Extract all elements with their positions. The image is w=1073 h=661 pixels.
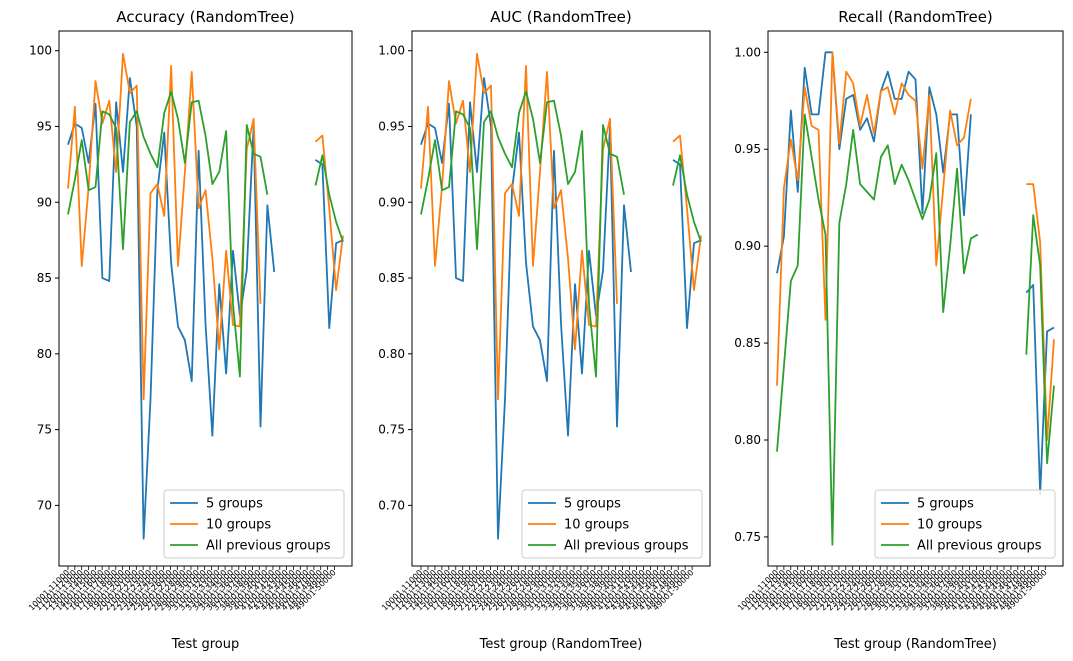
auc-ytick-label: 1.00 xyxy=(378,44,405,58)
accuracy-legend xyxy=(163,489,345,559)
recall-legend-label-5-groups: 5 groups xyxy=(917,497,974,512)
accuracy-series-10-groups xyxy=(67,52,344,401)
recall-chart-title: Recall (RandomTree) xyxy=(838,8,993,26)
auc-x-axis-label: Test group (RandomTree) xyxy=(479,637,643,652)
auc-panel: AUC (RandomTree) 0.70 0.75 0.80 0.85 0.90 0.95… xyxy=(378,8,711,652)
accuracy-series-all-previous-groups xyxy=(67,90,344,378)
recall-panel: Recall (RandomTree) 0.75 0.80 0.85 0.90 0.95 1… xyxy=(734,8,1064,652)
recall-ytick-label: 0.95 xyxy=(734,142,761,156)
accuracy-series-5-groups xyxy=(67,77,344,540)
accuracy-legend-label-5-groups: 5 groups xyxy=(206,497,263,512)
accuracy-legend-label-10-groups: 10 groups xyxy=(206,518,271,533)
auc-legend xyxy=(521,489,703,559)
auc-ytick-label: 0.85 xyxy=(378,271,405,285)
accuracy-axes-frame xyxy=(58,30,353,567)
recall-x-axis-label: Test group (RandomTree) xyxy=(833,637,997,652)
auc-series-all-previous-groups xyxy=(420,90,702,378)
accuracy-ytick-label: 75 xyxy=(37,423,52,437)
recall-ytick-label: 0.90 xyxy=(734,239,761,253)
recall-ytick-label: 0.75 xyxy=(734,530,761,544)
recall-axes-frame xyxy=(767,30,1064,567)
auc-series-10-groups xyxy=(420,52,702,401)
auc-legend-label-all-previous-groups: All previous groups xyxy=(564,539,689,554)
auc-axes-frame xyxy=(411,30,711,567)
recall-legend xyxy=(874,489,1056,559)
accuracy-ytick-label: 95 xyxy=(37,119,52,133)
accuracy-chart-title: Accuracy (RandomTree) xyxy=(116,8,294,26)
recall-series-5-groups xyxy=(776,51,1055,496)
auc-series-5-groups xyxy=(420,77,702,540)
accuracy-ytick-label: 85 xyxy=(37,271,52,285)
accuracy-ytick-label: 100 xyxy=(29,44,52,58)
accuracy-panel: Accuracy (RandomTree)7075808590951001000… xyxy=(27,8,353,652)
auc-ytick-label: 0.95 xyxy=(378,119,405,133)
accuracy-ytick-label: 70 xyxy=(37,498,52,512)
auc-ytick-label: 0.75 xyxy=(378,423,405,437)
recall-ytick-label: 1.00 xyxy=(734,45,761,59)
recall-legend-label-all-previous-groups: All previous groups xyxy=(917,539,1042,554)
recall-series-10-groups xyxy=(776,51,1055,441)
auc-ytick-label: 0.80 xyxy=(378,347,405,361)
auc-legend-label-5-groups: 5 groups xyxy=(564,497,621,512)
auc-ytick-label: 0.70 xyxy=(378,498,405,512)
accuracy-ytick-label: 80 xyxy=(37,347,52,361)
auc-legend-label-10-groups: 10 groups xyxy=(564,518,629,533)
auc-ytick-label: 0.90 xyxy=(378,195,405,209)
accuracy-x-axis-label: Test group xyxy=(171,637,240,652)
recall-ytick-label: 0.85 xyxy=(734,336,761,350)
accuracy-ytick-label: 90 xyxy=(37,195,52,209)
accuracy-legend-label-all-previous-groups: All previous groups xyxy=(206,539,331,554)
recall-series-all-previous-groups xyxy=(776,113,1055,546)
recall-legend-label-10-groups: 10 groups xyxy=(917,518,982,533)
auc-chart-title: AUC (RandomTree) xyxy=(490,8,632,26)
recall-ytick-label: 0.80 xyxy=(734,433,761,447)
